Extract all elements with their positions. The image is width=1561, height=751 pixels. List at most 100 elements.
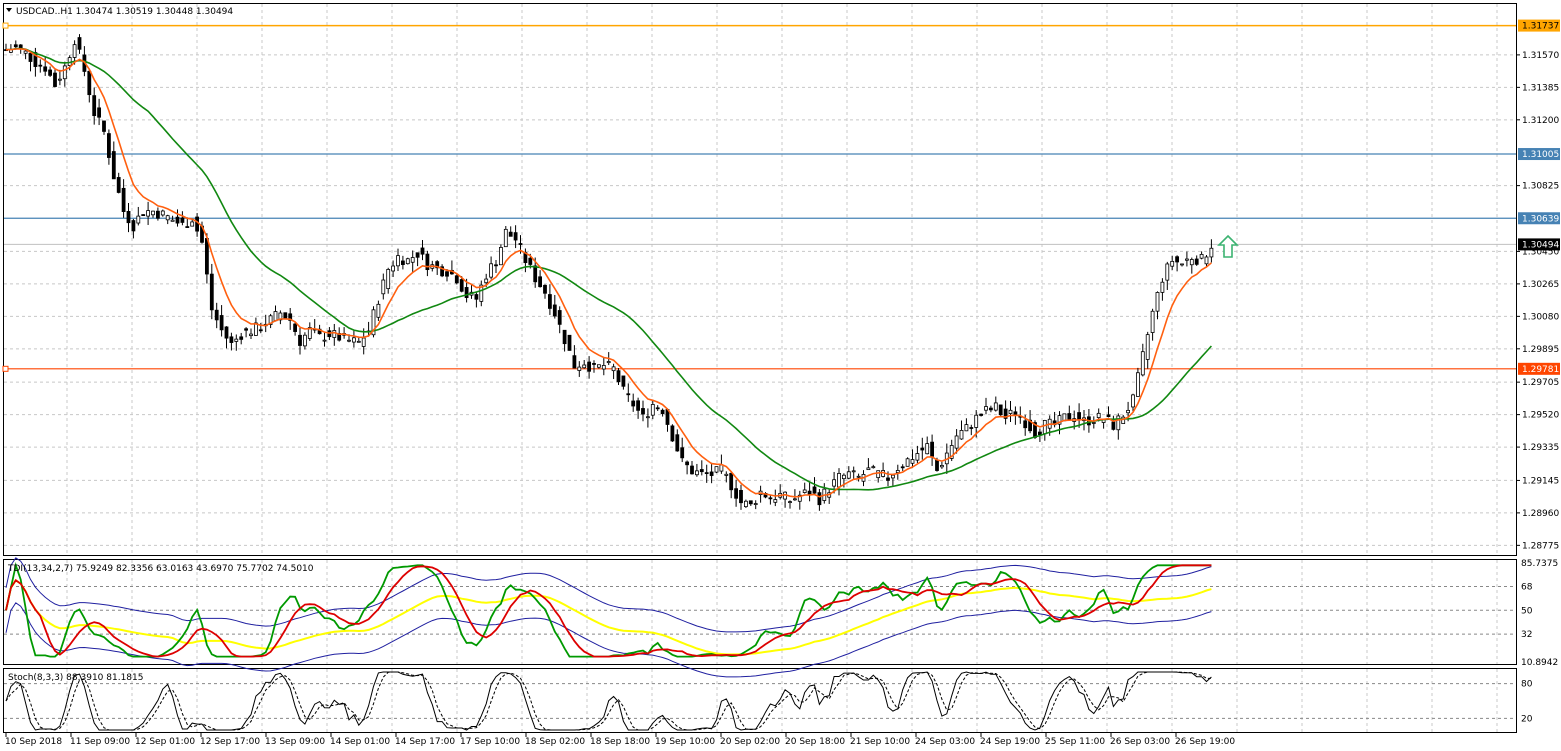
candle-body [1194,258,1199,265]
candle-body [1067,413,1072,420]
candle-body [48,69,52,76]
y-tick-label: 1.31385 [1522,83,1559,93]
candle-body [410,257,415,263]
candle-body [748,500,753,505]
candle-body [935,459,939,471]
candle-body [979,413,983,416]
candle-body [185,226,190,228]
candle-body [283,312,288,319]
x-tick-label: 18 Sep 02:00 [525,737,585,747]
candle-body [224,326,229,339]
y-tick-label: 1.30265 [1522,280,1559,290]
candle-body [229,336,234,343]
candle-body [459,279,464,292]
candle-body [900,466,905,469]
candle-body [23,50,28,54]
x-tick-label: 21 Sep 10:00 [850,737,910,747]
x-tick-label: 13 Sep 09:00 [265,737,325,747]
candle-body [371,309,376,336]
candle-body [278,312,283,321]
candle-body [43,66,48,72]
candle-body [1116,415,1121,431]
candle-body [415,252,420,258]
candle-body [489,263,494,278]
dropdown-triangle-icon[interactable] [6,8,12,12]
candle-body [376,303,381,318]
grid [4,4,1516,732]
candle-body [1209,247,1214,258]
candle-body [170,219,175,222]
candle-body [538,276,542,288]
candle-body [1003,408,1008,419]
candle-body [77,37,82,50]
y-tick-label: 1.29895 [1522,345,1559,355]
candle-body [1096,412,1101,419]
candle-body [116,177,121,193]
x-tick-label: 19 Sep 10:00 [655,737,715,747]
candle-body [396,255,400,267]
candle-body [351,337,356,343]
tdi-tick-label: 85.7375 [1521,559,1558,569]
candle-body [989,407,993,411]
candle-body [1204,256,1209,265]
candle-body [1111,421,1116,430]
candle-body [876,470,881,479]
candle-body [479,284,484,302]
y-axis-labels: 1.31570 1.31385 1.31200 1.30825 1.30450 1.302… [1516,19,1560,724]
candle-body [1077,412,1081,421]
candle-body [592,363,596,365]
candle-body [175,216,180,224]
candle-body [160,210,165,216]
candle-body [131,220,136,232]
candle-body [1038,431,1042,436]
candle-body [494,264,498,267]
candle-body [915,453,920,461]
candle-body [685,461,689,466]
candle-body [1131,394,1135,408]
candle-body [1008,409,1013,414]
price-tag-orange_top [1518,19,1560,32]
candle-body [729,472,734,491]
candle-body [87,70,92,96]
candle-body [670,425,675,442]
candle-body [209,273,214,311]
tdi-red-line [5,564,1212,658]
candle-body [582,364,587,369]
x-tick-label: 20 Sep 02:00 [720,737,780,747]
y-tick-label: 1.29520 [1522,411,1559,421]
candle-body [435,261,440,269]
candle-body [846,471,851,479]
candle-body [253,322,258,336]
candle-body [195,216,200,232]
candle-body [572,355,577,369]
up-arrow-icon [1217,234,1239,258]
stoch-main-line [5,671,1212,731]
price-tag-current [1518,238,1560,251]
candle-body [552,304,557,317]
candle-body [474,294,479,300]
candle-body [557,310,562,325]
candle-body [974,414,979,428]
main-panel-frame [3,3,1517,556]
candle-body [680,447,685,459]
candle-body [307,327,312,339]
candle-body [562,329,567,345]
candle-body [675,434,680,452]
candle-body [513,232,518,241]
candle-body [322,339,327,342]
candle-body [1180,263,1184,266]
y-tick-label: 1.29145 [1522,476,1559,486]
candle-body [332,330,337,338]
y-tick-label: 1.30825 [1522,182,1559,192]
candle-body [1042,420,1047,435]
price-tag-label-blue_1: 1.31005 [1522,150,1559,160]
candle-body [53,72,57,87]
candle-body [964,424,969,432]
candle-body [650,404,655,416]
candle-body [925,443,930,455]
candle-body [464,287,469,298]
x-tick-label: 20 Sep 18:00 [785,737,845,747]
candle-body [724,473,729,476]
candle-body [508,231,513,237]
